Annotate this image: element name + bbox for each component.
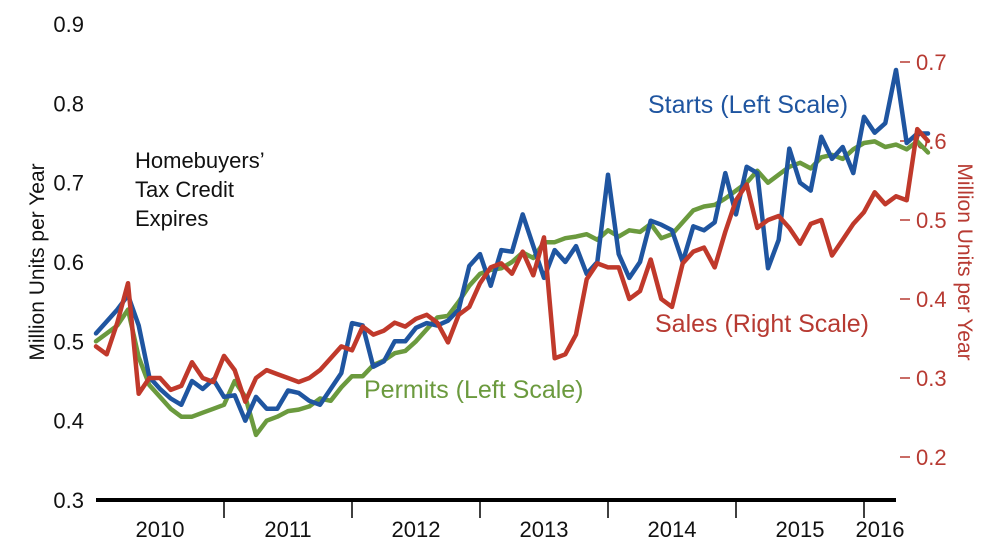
tax-credit-annotation: Homebuyers’ Tax Credit Expires xyxy=(135,148,265,231)
left-tick-label: 0.9 xyxy=(53,12,84,37)
series-lines xyxy=(93,67,931,438)
right-tick-label: 0.3 xyxy=(916,366,947,391)
x-axis: 2010 2011 2012 2013 2014 2015 2016 xyxy=(96,498,905,542)
annotation-line-1: Homebuyers’ xyxy=(135,148,265,173)
right-tick-label: 0.2 xyxy=(916,445,947,470)
annotation-line-3: Expires xyxy=(135,206,208,231)
left-tick-label: 0.3 xyxy=(53,488,84,513)
left-y-axis-label: Million Units per Year xyxy=(26,163,49,360)
x-tick-label: 2012 xyxy=(392,517,441,542)
annotation-line-2: Tax Credit xyxy=(135,177,234,202)
left-tick-label: 0.6 xyxy=(53,250,84,275)
x-tick-label: 2015 xyxy=(776,517,825,542)
x-tick-label: 2016 xyxy=(856,517,905,542)
right-y-axis: 0.20.30.40.50.60.7 xyxy=(900,50,947,470)
x-tick-label: 2013 xyxy=(520,517,569,542)
left-tick-label: 0.4 xyxy=(53,409,84,434)
right-tick-label: 0.7 xyxy=(916,50,947,75)
permits-series-label: Permits (Left Scale) xyxy=(364,376,584,404)
left-tick-label: 0.8 xyxy=(53,91,84,116)
x-tick-label: 2010 xyxy=(136,517,185,542)
right-tick-label: 0.5 xyxy=(916,208,947,233)
left-y-axis: 0.3 0.4 0.5 0.6 0.7 0.8 0.9 xyxy=(53,12,84,513)
left-tick-label: 0.7 xyxy=(53,171,84,196)
sales-series-line xyxy=(93,126,931,404)
right-tick-label: 0.4 xyxy=(916,287,947,312)
starts-series-label: Starts (Left Scale) xyxy=(648,91,848,119)
right-y-axis-label: Million Units per Year xyxy=(953,163,976,360)
x-tick-label: 2011 xyxy=(264,517,311,542)
left-tick-label: 0.5 xyxy=(53,329,84,354)
x-tick-label: 2014 xyxy=(648,517,697,542)
sales-series-label: Sales (Right Scale) xyxy=(655,310,869,338)
starts-series-line xyxy=(93,67,931,423)
